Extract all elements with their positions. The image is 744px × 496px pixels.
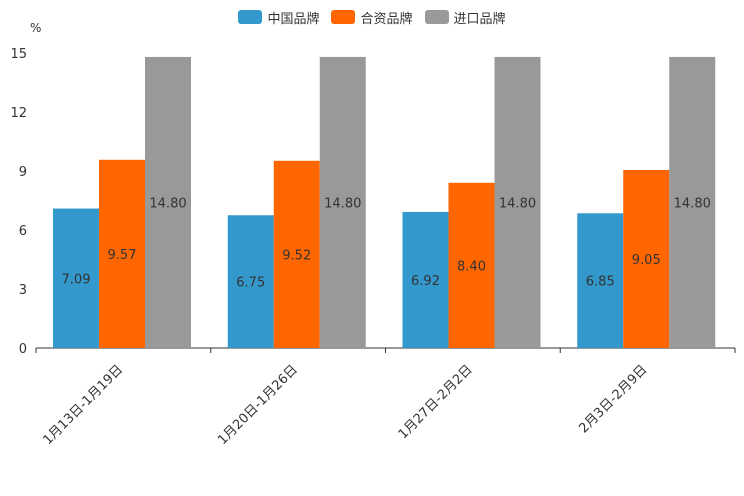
legend-swatch-imported-brand — [424, 10, 449, 24]
y-tick-label: 15 — [10, 47, 27, 62]
bar-value-label: 9.05 — [632, 253, 661, 268]
bar-value-label: 14.80 — [499, 196, 536, 211]
x-tick-label: 1月20日-1月26日 — [215, 362, 301, 448]
legend-item-joint-venture-brand[interactable]: 合资品牌 — [331, 8, 413, 27]
legend-swatch-china-brand — [238, 10, 263, 24]
bar — [494, 56, 541, 348]
bar-value-label: 7.09 — [62, 272, 91, 287]
bar — [319, 56, 366, 348]
legend: 中国品牌 合资品牌 进口品牌 — [0, 6, 744, 28]
legend-swatch-joint-venture-brand — [331, 10, 356, 24]
bar — [99, 159, 145, 348]
bar — [577, 213, 624, 348]
legend-label-imported-brand: 进口品牌 — [453, 11, 506, 27]
y-tick-label: 12 — [10, 106, 27, 121]
x-tick-label: 1月13日-1月19日 — [40, 362, 126, 448]
y-tick-label: 3 — [19, 283, 27, 298]
bar-value-label: 14.80 — [324, 196, 361, 211]
bar-value-label: 9.52 — [282, 248, 311, 263]
x-tick-label: 1月27日-2月2日 — [396, 362, 476, 442]
bar-value-label: 8.40 — [457, 259, 486, 274]
bar — [227, 215, 274, 348]
bar-value-label: 9.57 — [108, 248, 137, 263]
bar — [53, 208, 99, 348]
legend-label-china-brand: 中国品牌 — [267, 11, 320, 27]
bar — [669, 56, 716, 348]
bar — [402, 211, 449, 348]
legend-label-joint-venture-brand: 合资品牌 — [360, 11, 413, 27]
bar — [273, 160, 320, 348]
bar-value-label: 6.75 — [236, 276, 265, 291]
y-tick-label: 0 — [19, 342, 27, 357]
x-tick-label: 2月3日-2月9日 — [576, 362, 650, 436]
bar — [448, 182, 495, 348]
y-tick-label: 9 — [19, 165, 27, 180]
legend-item-china-brand[interactable]: 中国品牌 — [238, 8, 319, 27]
bar-value-label: 14.80 — [149, 196, 186, 211]
bar-value-label: 6.92 — [411, 274, 440, 289]
bar — [145, 56, 191, 348]
bar — [623, 170, 670, 348]
y-tick-label: 6 — [19, 224, 27, 239]
legend-item-imported-brand[interactable]: 进口品牌 — [424, 8, 506, 27]
y-axis-unit: % — [30, 21, 42, 35]
bar-value-label: 6.85 — [586, 275, 615, 290]
bar-value-label: 14.80 — [674, 196, 711, 211]
